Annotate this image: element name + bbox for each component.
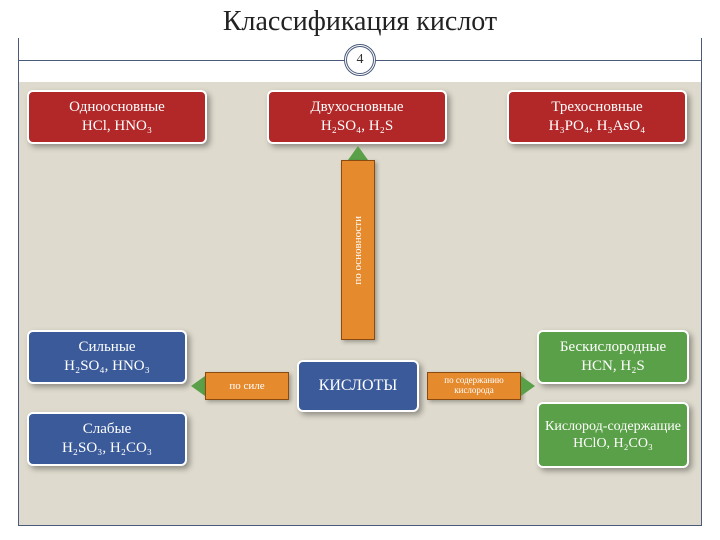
- page-title: Классификация кислот: [0, 6, 720, 38]
- connector-basicity: по основности: [341, 160, 375, 340]
- node-oxygenfree: Бескислородные HCN, H₂S: [537, 330, 689, 384]
- arrow-left-icon: [191, 376, 205, 396]
- label: Сильные: [78, 338, 135, 357]
- examples: H₂SO₄, HNO₃: [64, 357, 150, 376]
- examples: H₃PO₄, H₃AsO₄: [549, 117, 646, 136]
- arrow-right-icon: [521, 376, 535, 396]
- node-dibasic: Двухосновные H₂SO₄, H₂S: [267, 90, 447, 144]
- label: Кислород-содержащие: [545, 418, 681, 436]
- connector-label: по содержанию кислорода: [428, 376, 520, 396]
- label: Бескислородные: [560, 338, 666, 357]
- arrow-up-icon: [348, 146, 368, 160]
- label: Двухосновные: [310, 98, 403, 117]
- node-strong: Сильные H₂SO₄, HNO₃: [27, 330, 187, 384]
- node-monobasic: Одноосновные HCl, HNO₃: [27, 90, 207, 144]
- connector-oxygen: по содержанию кислорода: [427, 372, 521, 400]
- examples: HCN, H₂S: [581, 357, 645, 376]
- slide-number-badge: 4: [344, 44, 376, 76]
- examples: H₂SO₄, H₂S: [321, 117, 393, 136]
- connector-strength: по силе: [205, 372, 289, 400]
- examples: HCl, HNO₃: [82, 117, 152, 136]
- connector-label: по силе: [229, 380, 264, 392]
- node-tribasic: Трехосновные H₃PO₄, H₃AsO₄: [507, 90, 687, 144]
- connector-label: по основности: [352, 216, 364, 285]
- node-weak: Слабые H₂SO₃, H₂CO₃: [27, 412, 187, 466]
- label: Слабые: [83, 420, 132, 439]
- node-oxygen: Кислород-содержащие HClO, H₂CO₃: [537, 402, 689, 468]
- label: Одноосновные: [69, 98, 165, 117]
- node-center-acids: КИСЛОТЫ: [297, 360, 419, 412]
- label: КИСЛОТЫ: [319, 376, 398, 396]
- diagram-region: Одноосновные HCl, HNO₃ Двухосновные H₂SO…: [19, 82, 701, 525]
- label: Трехосновные: [551, 98, 642, 117]
- examples: H₂SO₃, H₂CO₃: [62, 439, 152, 458]
- examples: HClO, H₂CO₃: [573, 435, 653, 453]
